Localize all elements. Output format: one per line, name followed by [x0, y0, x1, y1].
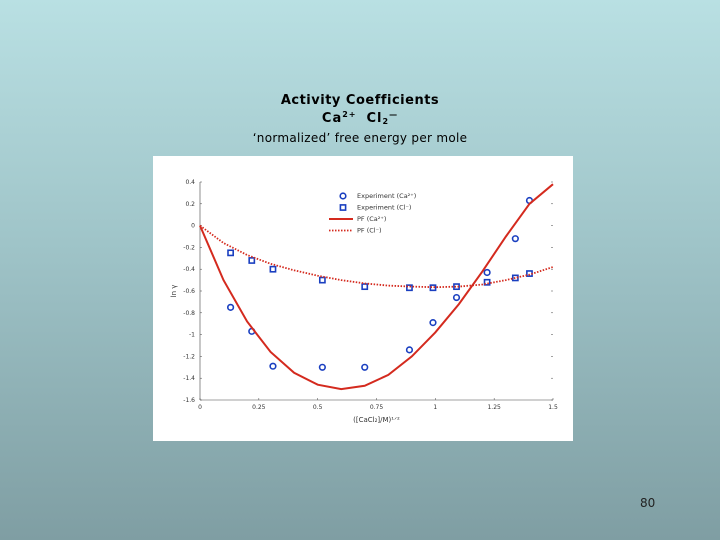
x-tick-label: 0.25 [252, 404, 266, 411]
data-point-circle [452, 293, 461, 302]
data-point-square [483, 278, 491, 286]
y-tick-label: 0 [191, 223, 195, 230]
legend-entry: Experiment (Cl⁻) [357, 204, 411, 212]
species-line: Ca2+ Cl2— [0, 110, 720, 126]
series-line-3 [199, 224, 554, 289]
y-tick-label: -1 [189, 332, 195, 339]
legend-entry: PF (Cl⁻) [357, 227, 382, 235]
y-tick-label: -0.4 [183, 266, 195, 273]
legend-entry: Experiment (Ca²⁺) [357, 192, 416, 200]
y-tick-label: -0.8 [183, 310, 195, 317]
y-tick-label: 0.2 [185, 201, 195, 208]
data-point-circle [269, 362, 277, 370]
x-tick-label: 0 [198, 404, 202, 411]
x-tick-label: 1.25 [487, 404, 501, 411]
anion-subscript: 2 [382, 117, 390, 126]
x-axis-label: ([CaCl₂]/M)¹ᐟ² [353, 416, 400, 424]
data-point-square [406, 284, 413, 292]
data-point-circle [361, 363, 369, 371]
slide-title: Activity Coefficients [280, 93, 440, 108]
data-point-circle [405, 346, 414, 354]
y-tick-label: 0.4 [185, 179, 195, 186]
x-tick-label: 0.5 [313, 404, 323, 411]
data-point-square [248, 257, 256, 264]
data-point-circle [483, 268, 491, 277]
y-tick-label: -0.2 [183, 244, 195, 251]
y-tick-label: -1.4 [183, 375, 195, 382]
legend-entry: PF (Ca²⁺) [357, 215, 386, 223]
cation-symbol: Ca [321, 111, 343, 126]
data-point-square [269, 265, 277, 273]
page-number: 80 [640, 496, 656, 510]
data-point-square [453, 283, 460, 291]
y-tick-label: -1.6 [183, 397, 195, 404]
data-point-square [429, 284, 437, 292]
y-tick-label: -1.2 [183, 353, 195, 360]
anion-charge: — [389, 110, 399, 119]
data-point-square [318, 276, 326, 284]
series-line-2 [199, 183, 554, 391]
data-point-circle [429, 319, 437, 327]
data-point-square [361, 283, 369, 291]
x-tick-label: 1 [433, 404, 437, 411]
chart-figure: 0.4 0.2 0 -0.2 -0.4 -0.6 -0.8 -1 -1.2 -1.4 -1.6 0 0.… [153, 156, 573, 441]
data-point-circle [511, 235, 519, 243]
data-point-circle [318, 363, 326, 371]
cation-charge: 2+ [342, 110, 357, 119]
y-axis-label: ln γ [170, 285, 178, 298]
y-tick-label: -0.6 [183, 288, 195, 295]
anion-symbol: Cl [366, 111, 383, 126]
slide-subtitle: ‘normalized’ free energy per mole [252, 131, 468, 145]
chart-svg: 0.40.20-0.2-0.4-0.6-0.8-1-1.2-1.4-1.60 0.… [170, 179, 558, 424]
x-tick-label: 1.5 [548, 404, 558, 411]
legend-swatch-square [339, 204, 347, 211]
x-tick-label: 0.75 [370, 404, 384, 411]
data-point-circle [226, 303, 235, 311]
legend-swatch-circle [339, 192, 347, 200]
data-point-square [227, 249, 234, 257]
